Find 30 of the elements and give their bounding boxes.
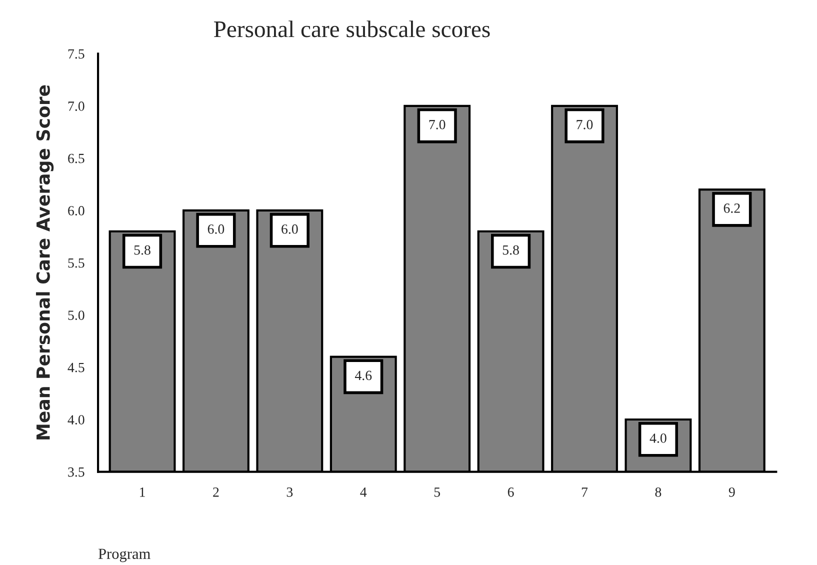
x-tick-label: 3: [286, 487, 293, 497]
y-tick-label: 5.0: [68, 310, 84, 320]
x-axis-title: Program: [98, 548, 150, 562]
data-label: 5.8: [502, 245, 519, 255]
x-tick-label: 2: [213, 487, 219, 497]
x-tick-label: 5: [434, 488, 440, 497]
data-label: 6.2: [724, 204, 740, 213]
y-tick-label: 4.0: [68, 415, 84, 425]
y-tick-label: 7.0: [68, 102, 84, 111]
data-label: 6.0: [208, 224, 224, 234]
y-tick-label: 5.5: [68, 258, 84, 268]
y-axis-title: Mean Personal Care Average Score: [36, 85, 54, 440]
y-tick-label: 6.5: [68, 154, 84, 164]
data-label: 4.6: [354, 370, 372, 380]
x-tick-label: 8: [655, 487, 662, 497]
data-label: 5.8: [134, 245, 150, 255]
x-tick-label: 4: [360, 488, 367, 497]
x-tick-label: 9: [728, 487, 735, 497]
x-tick-label: 7: [582, 488, 588, 497]
y-tick-label: 3.5: [68, 467, 84, 477]
y-tick-label: 4.5: [68, 362, 84, 372]
x-tick-label: 6: [508, 487, 514, 497]
x-tick-label: 1: [140, 488, 145, 497]
y-tick-label: 7.5: [68, 49, 84, 59]
y-tick-label: 6.0: [68, 206, 84, 216]
data-label: 6.0: [282, 224, 298, 234]
data-label: 7.0: [429, 120, 446, 130]
chart-title: Personal care subscale scores: [214, 20, 490, 38]
data-label: 4.0: [650, 433, 666, 443]
data-label: 7.0: [576, 120, 593, 130]
